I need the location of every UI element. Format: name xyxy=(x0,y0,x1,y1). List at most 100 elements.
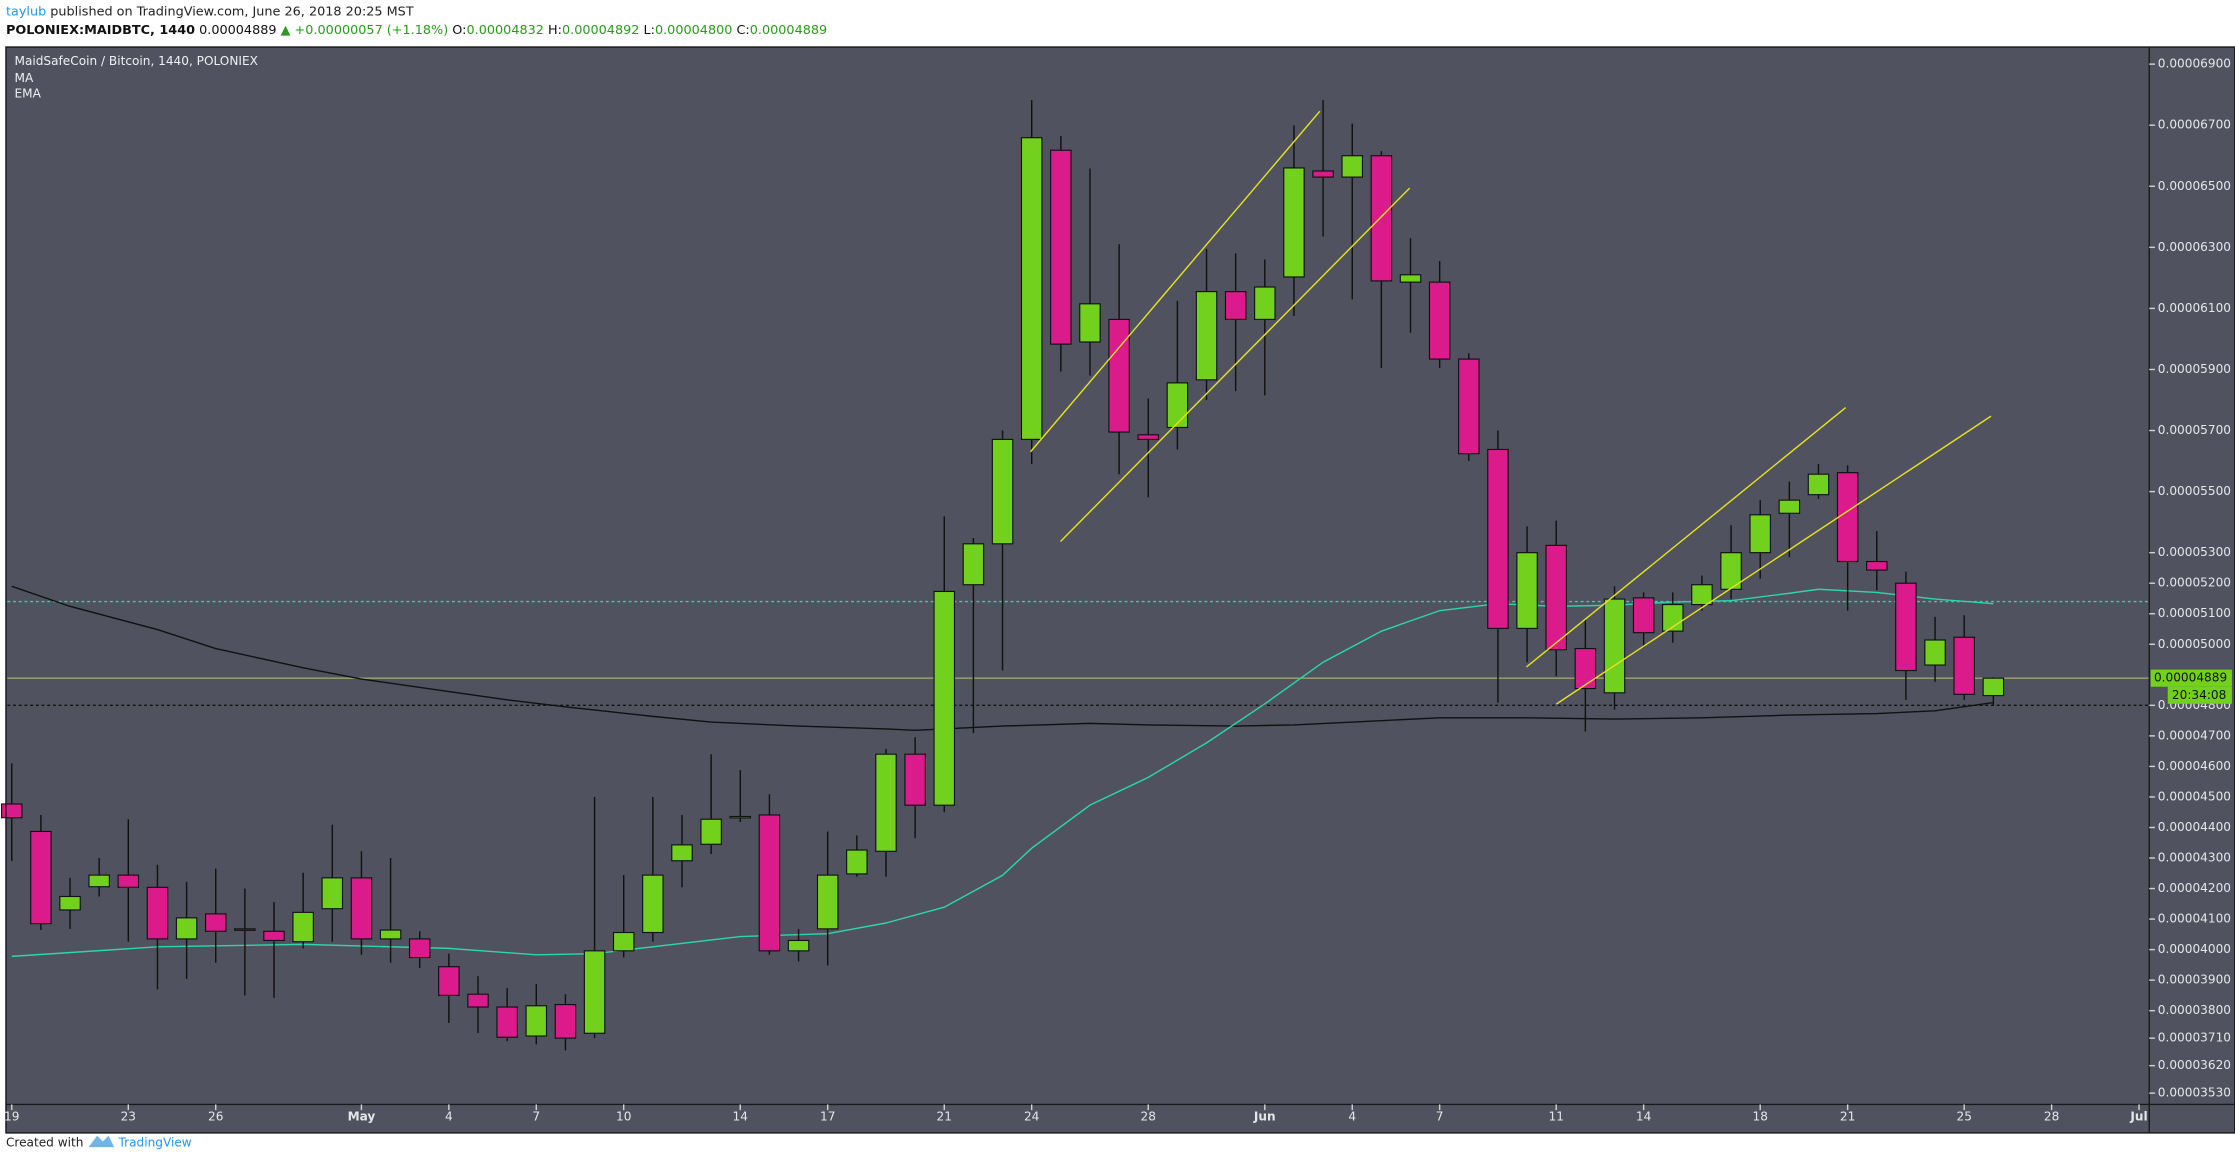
candle-body xyxy=(467,993,489,1008)
x-tick-label: 14 xyxy=(1636,1110,1652,1124)
candle-body xyxy=(379,929,402,940)
candle-body xyxy=(1749,514,1771,554)
candle-body xyxy=(1108,318,1130,433)
candle-body xyxy=(1050,149,1072,345)
candle-body xyxy=(1836,472,1859,563)
candle-body xyxy=(321,877,344,910)
last-price-tag xyxy=(2150,669,2232,687)
x-tick-label: 10 xyxy=(616,1110,631,1124)
x-tick-label: 7 xyxy=(532,1110,540,1124)
plot-layer xyxy=(0,100,2150,1051)
candle-body xyxy=(1545,544,1567,651)
y-tick-label: 0.00004300 xyxy=(2158,851,2231,865)
x-tick-label: 17 xyxy=(820,1110,835,1124)
candle-body xyxy=(1458,358,1480,455)
y-tick-label: 0.00004600 xyxy=(2158,759,2231,773)
x-tick-label: 23 xyxy=(121,1110,136,1124)
y-tick-label: 0.00006700 xyxy=(2158,118,2231,132)
candle-body xyxy=(1312,170,1334,178)
candle-body xyxy=(1487,448,1509,629)
x-tick-label: 4 xyxy=(445,1110,453,1124)
y-tick-label: 0.00006100 xyxy=(2158,301,2231,315)
candle-body xyxy=(1166,382,1189,429)
chart-title: MaidSafeCoin / Bitcoin, 1440, POLONIEX xyxy=(15,54,258,68)
last-price-label: 0.00004889 xyxy=(2154,671,2227,685)
candle-body xyxy=(1195,291,1218,381)
candle-body xyxy=(1516,552,1538,629)
candle-body xyxy=(816,874,839,930)
candle-body xyxy=(525,1005,548,1037)
candle-body xyxy=(1895,582,1917,672)
ohlc-value: 0.00004889 xyxy=(750,22,827,37)
candle-body xyxy=(1283,167,1305,278)
x-tick-label: 11 xyxy=(1549,1110,1564,1124)
candle-body xyxy=(1982,677,2005,697)
candle-body xyxy=(292,911,314,943)
y-tick-label: 0.00005100 xyxy=(2158,606,2231,620)
y-tick-label: 0.00006500 xyxy=(2158,179,2231,193)
candle-body xyxy=(612,931,635,952)
countdown-label: 20:34:08 xyxy=(2172,688,2226,702)
footer-brand[interactable]: TradingView xyxy=(118,1135,192,1149)
ohlc-key: O: xyxy=(448,22,466,37)
plot-background xyxy=(5,47,2235,1133)
x-tick-label: Jun xyxy=(1253,1110,1276,1124)
candle-body xyxy=(729,815,752,819)
candle-body xyxy=(1691,584,1713,606)
candle-body xyxy=(1137,434,1160,440)
candle-body xyxy=(496,1006,518,1038)
ohlc-value: 0.00004832 xyxy=(466,22,543,37)
change: ▲ +0.00000057 (+1.18%) xyxy=(281,22,449,37)
x-tick-label: May xyxy=(348,1110,376,1124)
y-tick-label: 0.00005500 xyxy=(2158,484,2231,498)
candle-body xyxy=(1924,639,1946,666)
candle-body xyxy=(263,930,285,942)
x-tick-label: 21 xyxy=(1840,1110,1855,1124)
x-tick-label: 28 xyxy=(2044,1110,2059,1124)
trend-line xyxy=(1059,187,1411,543)
candle-body xyxy=(991,438,1014,545)
candle-body xyxy=(846,849,868,875)
header-line-1: taylub published on TradingView.com, Jun… xyxy=(6,4,414,19)
last: 0.00004889 xyxy=(195,22,281,37)
candle-body xyxy=(175,917,198,940)
moving-average-line xyxy=(11,588,1994,958)
author[interactable]: taylub xyxy=(6,4,46,19)
candle-body xyxy=(1399,274,1422,283)
x-tick-label: 28 xyxy=(1141,1110,1156,1124)
legend-entry: EMA xyxy=(15,87,42,101)
candle-body xyxy=(875,753,897,852)
candle-body xyxy=(962,543,985,586)
ohlc-key: L: xyxy=(639,22,655,37)
candle-body xyxy=(1254,286,1276,320)
candle-body xyxy=(1603,598,1626,694)
candle-body xyxy=(787,939,810,952)
candle-body xyxy=(1428,281,1451,360)
x-tick-label: 7 xyxy=(1436,1110,1444,1124)
candle-body xyxy=(554,1004,577,1039)
candle-body xyxy=(204,913,227,932)
candle-body xyxy=(758,814,781,952)
moving-average-line xyxy=(11,585,1994,732)
y-tick-label: 0.00006900 xyxy=(2158,57,2231,71)
y-tick-label: 0.00004100 xyxy=(2158,912,2231,926)
y-tick-label: 0.00004700 xyxy=(2158,728,2231,742)
candle-body xyxy=(642,874,664,934)
candle-body xyxy=(583,950,606,1034)
y-tick-label: 0.00005300 xyxy=(2158,545,2231,559)
legend-entry: MA xyxy=(15,71,34,85)
candle-body xyxy=(117,874,140,888)
candle-body xyxy=(1632,597,1655,634)
y-tick-label: 0.00004400 xyxy=(2158,820,2231,834)
ohlc-key: C: xyxy=(732,22,749,37)
x-tick-label: 19 xyxy=(4,1110,19,1124)
candle-body xyxy=(146,886,169,940)
candle-body xyxy=(1953,636,1975,695)
y-tick-label: 0.00005700 xyxy=(2158,423,2231,437)
y-tick-label: 0.00004200 xyxy=(2158,881,2231,895)
x-tick-label: 18 xyxy=(1753,1110,1768,1124)
x-tick-label: 14 xyxy=(733,1110,749,1124)
ohlc-value: 0.00004892 xyxy=(562,22,639,37)
